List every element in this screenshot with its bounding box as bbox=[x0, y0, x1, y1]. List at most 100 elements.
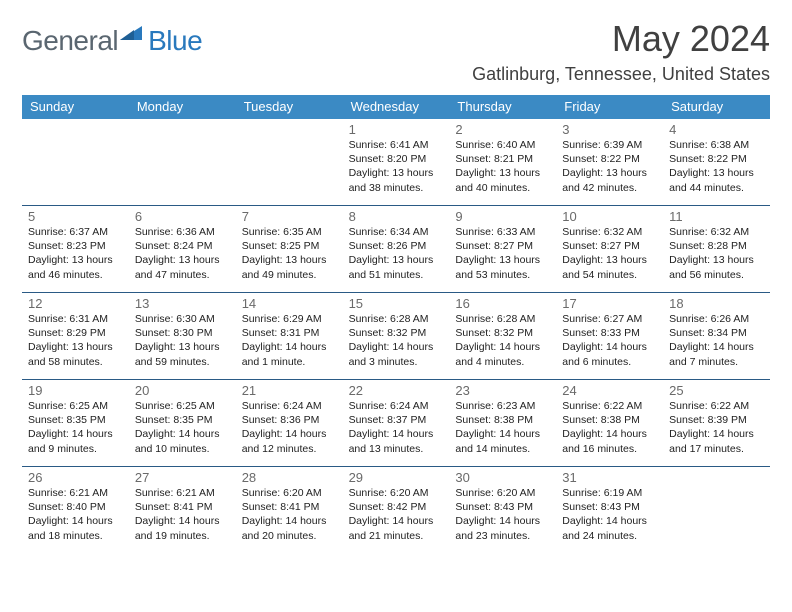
day-info: Sunrise: 6:21 AMSunset: 8:40 PMDaylight:… bbox=[28, 486, 123, 543]
day-info: Sunrise: 6:33 AMSunset: 8:27 PMDaylight:… bbox=[455, 225, 550, 282]
sunrise-text: Sunrise: 6:25 AM bbox=[28, 399, 123, 413]
sunrise-text: Sunrise: 6:24 AM bbox=[349, 399, 444, 413]
sunset-text: Sunset: 8:27 PM bbox=[455, 239, 550, 253]
sunrise-text: Sunrise: 6:20 AM bbox=[349, 486, 444, 500]
daylight-text: Daylight: 13 hours and 59 minutes. bbox=[135, 340, 230, 368]
day-cell: 22Sunrise: 6:24 AMSunset: 8:37 PMDayligh… bbox=[343, 380, 450, 466]
day-cell: 20Sunrise: 6:25 AMSunset: 8:35 PMDayligh… bbox=[129, 380, 236, 466]
day-cell: 2Sunrise: 6:40 AMSunset: 8:21 PMDaylight… bbox=[449, 119, 556, 205]
daylight-text: Daylight: 14 hours and 19 minutes. bbox=[135, 514, 230, 542]
daylight-text: Daylight: 14 hours and 21 minutes. bbox=[349, 514, 444, 542]
day-cell: 10Sunrise: 6:32 AMSunset: 8:27 PMDayligh… bbox=[556, 206, 663, 292]
day-info: Sunrise: 6:24 AMSunset: 8:37 PMDaylight:… bbox=[349, 399, 444, 456]
day-info: Sunrise: 6:22 AMSunset: 8:38 PMDaylight:… bbox=[562, 399, 657, 456]
sunrise-text: Sunrise: 6:41 AM bbox=[349, 138, 444, 152]
day-cell bbox=[663, 467, 770, 553]
sunrise-text: Sunrise: 6:23 AM bbox=[455, 399, 550, 413]
sunrise-text: Sunrise: 6:32 AM bbox=[562, 225, 657, 239]
day-cell: 3Sunrise: 6:39 AMSunset: 8:22 PMDaylight… bbox=[556, 119, 663, 205]
day-number: 12 bbox=[28, 296, 123, 311]
daylight-text: Daylight: 14 hours and 20 minutes. bbox=[242, 514, 337, 542]
weeks-container: 1Sunrise: 6:41 AMSunset: 8:20 PMDaylight… bbox=[22, 119, 770, 553]
daylight-text: Daylight: 14 hours and 6 minutes. bbox=[562, 340, 657, 368]
day-cell: 14Sunrise: 6:29 AMSunset: 8:31 PMDayligh… bbox=[236, 293, 343, 379]
sunset-text: Sunset: 8:38 PM bbox=[562, 413, 657, 427]
day-number: 21 bbox=[242, 383, 337, 398]
sunrise-text: Sunrise: 6:39 AM bbox=[562, 138, 657, 152]
day-number: 29 bbox=[349, 470, 444, 485]
day-info: Sunrise: 6:23 AMSunset: 8:38 PMDaylight:… bbox=[455, 399, 550, 456]
logo: General Blue bbox=[22, 24, 202, 57]
sunset-text: Sunset: 8:35 PM bbox=[28, 413, 123, 427]
day-info: Sunrise: 6:25 AMSunset: 8:35 PMDaylight:… bbox=[135, 399, 230, 456]
day-number: 17 bbox=[562, 296, 657, 311]
day-info: Sunrise: 6:34 AMSunset: 8:26 PMDaylight:… bbox=[349, 225, 444, 282]
day-info: Sunrise: 6:21 AMSunset: 8:41 PMDaylight:… bbox=[135, 486, 230, 543]
day-header-wed: Wednesday bbox=[343, 95, 450, 119]
day-number: 19 bbox=[28, 383, 123, 398]
logo-text-general: General bbox=[22, 25, 118, 57]
week-row: 19Sunrise: 6:25 AMSunset: 8:35 PMDayligh… bbox=[22, 380, 770, 467]
daylight-text: Daylight: 14 hours and 3 minutes. bbox=[349, 340, 444, 368]
sunrise-text: Sunrise: 6:40 AM bbox=[455, 138, 550, 152]
day-number: 14 bbox=[242, 296, 337, 311]
day-info: Sunrise: 6:25 AMSunset: 8:35 PMDaylight:… bbox=[28, 399, 123, 456]
sunset-text: Sunset: 8:43 PM bbox=[455, 500, 550, 514]
sunset-text: Sunset: 8:31 PM bbox=[242, 326, 337, 340]
day-header-mon: Monday bbox=[129, 95, 236, 119]
day-info: Sunrise: 6:30 AMSunset: 8:30 PMDaylight:… bbox=[135, 312, 230, 369]
day-header-tue: Tuesday bbox=[236, 95, 343, 119]
sunset-text: Sunset: 8:30 PM bbox=[135, 326, 230, 340]
day-number: 27 bbox=[135, 470, 230, 485]
day-info: Sunrise: 6:19 AMSunset: 8:43 PMDaylight:… bbox=[562, 486, 657, 543]
day-number: 9 bbox=[455, 209, 550, 224]
day-info: Sunrise: 6:32 AMSunset: 8:28 PMDaylight:… bbox=[669, 225, 764, 282]
day-number: 7 bbox=[242, 209, 337, 224]
sunrise-text: Sunrise: 6:22 AM bbox=[562, 399, 657, 413]
day-info: Sunrise: 6:31 AMSunset: 8:29 PMDaylight:… bbox=[28, 312, 123, 369]
sunset-text: Sunset: 8:36 PM bbox=[242, 413, 337, 427]
daylight-text: Daylight: 13 hours and 49 minutes. bbox=[242, 253, 337, 281]
calendar-page: General Blue May 2024 Gatlinburg, Tennes… bbox=[0, 0, 792, 563]
day-info: Sunrise: 6:37 AMSunset: 8:23 PMDaylight:… bbox=[28, 225, 123, 282]
day-cell: 19Sunrise: 6:25 AMSunset: 8:35 PMDayligh… bbox=[22, 380, 129, 466]
day-info: Sunrise: 6:32 AMSunset: 8:27 PMDaylight:… bbox=[562, 225, 657, 282]
day-number: 31 bbox=[562, 470, 657, 485]
sunset-text: Sunset: 8:38 PM bbox=[455, 413, 550, 427]
sunrise-text: Sunrise: 6:30 AM bbox=[135, 312, 230, 326]
sunrise-text: Sunrise: 6:27 AM bbox=[562, 312, 657, 326]
day-number: 25 bbox=[669, 383, 764, 398]
daylight-text: Daylight: 14 hours and 9 minutes. bbox=[28, 427, 123, 455]
day-cell: 21Sunrise: 6:24 AMSunset: 8:36 PMDayligh… bbox=[236, 380, 343, 466]
day-info: Sunrise: 6:27 AMSunset: 8:33 PMDaylight:… bbox=[562, 312, 657, 369]
sunset-text: Sunset: 8:23 PM bbox=[28, 239, 123, 253]
sunset-text: Sunset: 8:42 PM bbox=[349, 500, 444, 514]
day-cell: 7Sunrise: 6:35 AMSunset: 8:25 PMDaylight… bbox=[236, 206, 343, 292]
daylight-text: Daylight: 13 hours and 58 minutes. bbox=[28, 340, 123, 368]
sunrise-text: Sunrise: 6:28 AM bbox=[349, 312, 444, 326]
sunset-text: Sunset: 8:37 PM bbox=[349, 413, 444, 427]
day-cell bbox=[22, 119, 129, 205]
daylight-text: Daylight: 13 hours and 42 minutes. bbox=[562, 166, 657, 194]
sunset-text: Sunset: 8:35 PM bbox=[135, 413, 230, 427]
daylight-text: Daylight: 14 hours and 12 minutes. bbox=[242, 427, 337, 455]
day-number: 20 bbox=[135, 383, 230, 398]
sunset-text: Sunset: 8:32 PM bbox=[349, 326, 444, 340]
daylight-text: Daylight: 14 hours and 24 minutes. bbox=[562, 514, 657, 542]
daylight-text: Daylight: 13 hours and 46 minutes. bbox=[28, 253, 123, 281]
day-info: Sunrise: 6:41 AMSunset: 8:20 PMDaylight:… bbox=[349, 138, 444, 195]
day-cell: 24Sunrise: 6:22 AMSunset: 8:38 PMDayligh… bbox=[556, 380, 663, 466]
sunset-text: Sunset: 8:32 PM bbox=[455, 326, 550, 340]
sunset-text: Sunset: 8:27 PM bbox=[562, 239, 657, 253]
day-cell: 23Sunrise: 6:23 AMSunset: 8:38 PMDayligh… bbox=[449, 380, 556, 466]
day-info: Sunrise: 6:40 AMSunset: 8:21 PMDaylight:… bbox=[455, 138, 550, 195]
daylight-text: Daylight: 13 hours and 53 minutes. bbox=[455, 253, 550, 281]
day-cell bbox=[236, 119, 343, 205]
day-cell: 31Sunrise: 6:19 AMSunset: 8:43 PMDayligh… bbox=[556, 467, 663, 553]
sunset-text: Sunset: 8:34 PM bbox=[669, 326, 764, 340]
location-text: Gatlinburg, Tennessee, United States bbox=[472, 64, 770, 85]
week-row: 26Sunrise: 6:21 AMSunset: 8:40 PMDayligh… bbox=[22, 467, 770, 553]
daylight-text: Daylight: 14 hours and 13 minutes. bbox=[349, 427, 444, 455]
daylight-text: Daylight: 14 hours and 4 minutes. bbox=[455, 340, 550, 368]
sunrise-text: Sunrise: 6:38 AM bbox=[669, 138, 764, 152]
